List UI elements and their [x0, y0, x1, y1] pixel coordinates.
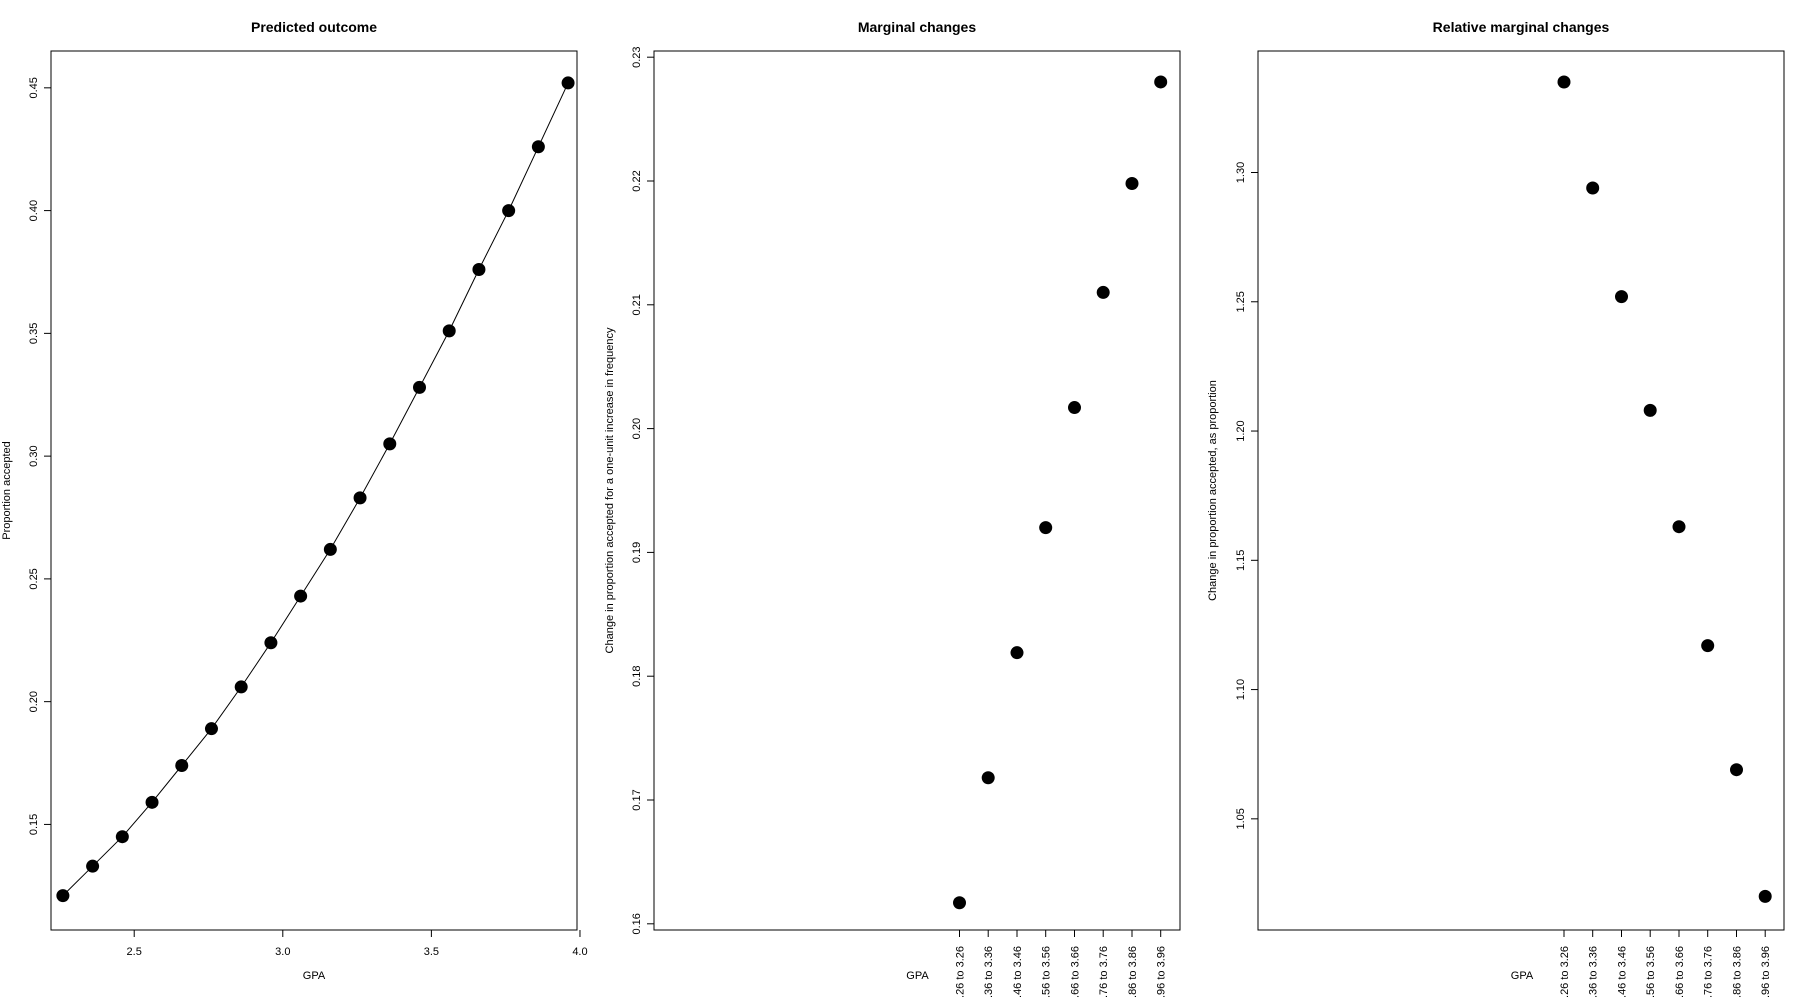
data-point	[561, 76, 575, 90]
x-tick-label: 2.26 to 3.26	[1559, 946, 1571, 998]
x-tick-label: 2.56 to 3.56	[1041, 946, 1053, 998]
data-point	[86, 859, 100, 873]
y-axis-label: Proportion accepted	[1, 441, 13, 539]
data-point	[1701, 639, 1715, 653]
data-point	[264, 636, 278, 650]
x-axis-label: GPA	[303, 970, 326, 982]
data-point	[953, 896, 966, 910]
y-tick-label: 1.15	[1235, 550, 1247, 571]
x-axis-label: GPA	[1511, 970, 1534, 982]
data-point	[1615, 290, 1628, 304]
series-line	[62, 82, 569, 896]
x-tick-label: 2.46 to 3.46	[1617, 946, 1629, 998]
y-tick-label: 0.35	[28, 323, 40, 344]
data-point	[204, 722, 218, 736]
y-tick-label: 0.16	[631, 913, 643, 934]
chart-title: Relative marginal changes	[1433, 19, 1610, 35]
data-point	[353, 491, 367, 505]
plot-frame	[1257, 50, 1785, 931]
x-tick-label: 3.5	[424, 946, 439, 958]
data-point	[294, 589, 308, 603]
x-tick-label: 4.0	[572, 946, 587, 958]
x-tick-label: 3.0	[275, 946, 290, 958]
x-tick-label: 2.26 to 3.26	[955, 946, 967, 998]
y-tick-label: 0.40	[28, 200, 40, 221]
y-tick-label: 1.30	[1235, 162, 1247, 183]
data-point	[1068, 401, 1081, 415]
y-tick-label: 1.05	[1235, 808, 1247, 829]
x-tick-label: 2.76 to 3.76	[1098, 946, 1110, 998]
x-tick-label: 2.76 to 3.76	[1703, 946, 1715, 998]
data-point	[1758, 889, 1772, 903]
x-tick-label: 2.56 to 3.56	[1645, 946, 1657, 998]
data-point	[502, 204, 516, 218]
y-tick-label: 0.25	[28, 568, 40, 589]
x-tick-label: 2.96 to 3.96	[1156, 946, 1168, 998]
data-point	[56, 889, 70, 903]
data-point	[1125, 176, 1139, 190]
x-tick-label: 2.46 to 3.46	[1012, 946, 1024, 998]
plot-frame	[50, 50, 578, 931]
data-point	[1730, 763, 1743, 777]
data-point	[323, 542, 337, 556]
y-tick-label: 1.25	[1235, 291, 1247, 312]
x-tick-label: 2.86 to 3.86	[1732, 946, 1744, 998]
data-point	[412, 380, 426, 394]
data-point	[1643, 403, 1657, 417]
x-tick-label: 2.66 to 3.66	[1070, 946, 1082, 998]
y-tick-label: 0.19	[631, 542, 643, 563]
y-tick-label: 0.30	[28, 445, 40, 466]
data-point	[472, 263, 486, 277]
y-tick-label: 0.45	[28, 77, 40, 98]
data-point	[1672, 520, 1686, 534]
data-point	[981, 771, 995, 785]
data-point	[234, 680, 248, 694]
y-tick-label: 0.22	[631, 170, 643, 191]
y-tick-label: 0.23	[631, 46, 643, 67]
y-tick-label: 0.21	[631, 294, 643, 315]
data-point	[1010, 646, 1024, 660]
y-tick-label: 0.17	[631, 789, 643, 810]
x-tick-label: 2.66 to 3.66	[1674, 946, 1686, 998]
data-point	[1154, 75, 1168, 89]
chart-title: Predicted outcome	[251, 19, 377, 35]
data-point	[442, 324, 456, 338]
y-axis-label: Change in proportion accepted, as propor…	[1207, 380, 1219, 601]
y-axis-label: Change in proportion accepted for a one-…	[604, 327, 616, 653]
y-tick-label: 0.20	[631, 418, 643, 439]
data-point	[1586, 181, 1600, 195]
y-tick-label: 1.20	[1235, 420, 1247, 441]
x-tick-label: 2.5	[127, 946, 142, 958]
data-point	[1039, 521, 1053, 535]
data-point	[531, 140, 545, 154]
data-point	[145, 795, 159, 809]
x-tick-label: 2.36 to 3.36	[1588, 946, 1600, 998]
data-point	[1557, 75, 1571, 89]
data-point	[1096, 285, 1110, 299]
y-tick-label: 0.18	[631, 665, 643, 686]
chart-title: Marginal changes	[858, 19, 976, 35]
x-tick-label: 2.86 to 3.86	[1127, 946, 1139, 998]
x-tick-label: 2.36 to 3.36	[983, 946, 995, 998]
x-tick-label: 2.96 to 3.96	[1760, 946, 1772, 998]
y-tick-label: 0.15	[28, 814, 40, 835]
y-tick-label: 1.10	[1235, 679, 1247, 700]
y-tick-label: 0.20	[28, 691, 40, 712]
data-point	[383, 437, 397, 451]
x-axis-label: GPA	[906, 970, 929, 982]
plot-frame	[653, 50, 1181, 931]
data-point	[175, 758, 189, 772]
data-point	[115, 830, 129, 844]
